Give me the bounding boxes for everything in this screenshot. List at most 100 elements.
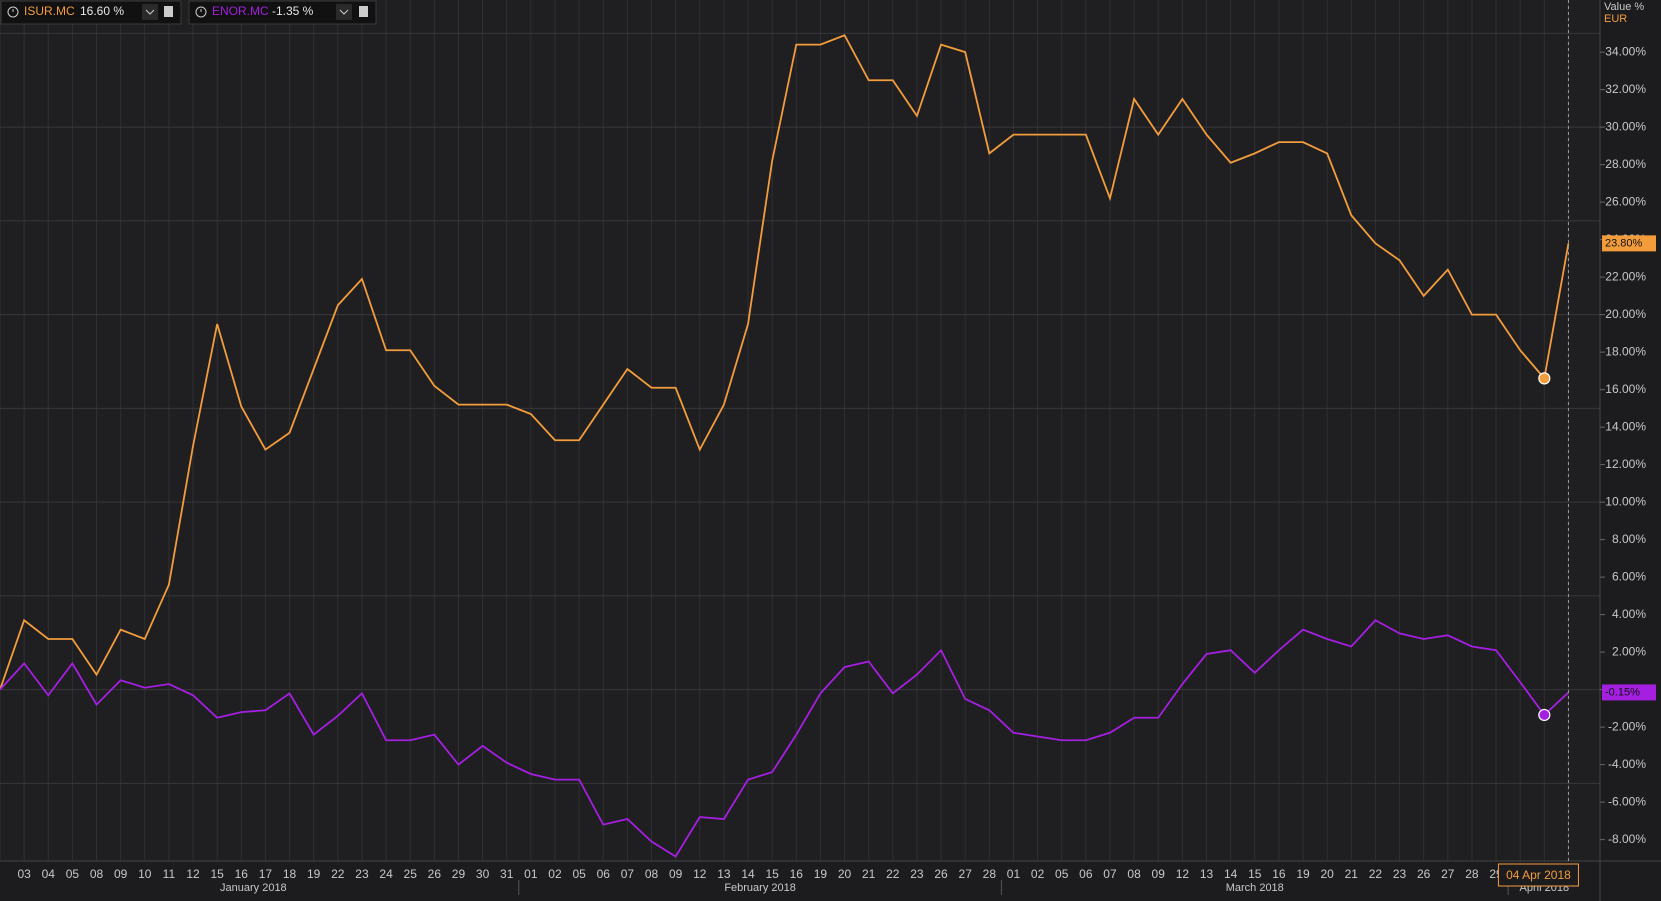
y-tick-label: 34.00% bbox=[1605, 44, 1646, 58]
delete-icon[interactable] bbox=[359, 6, 368, 17]
x-tick-label: 28 bbox=[983, 867, 997, 881]
x-tick-label: 15 bbox=[210, 867, 224, 881]
y-tick-label: 14.00% bbox=[1605, 419, 1646, 433]
y-tick-label: 10.00% bbox=[1605, 494, 1646, 508]
x-tick-label: 26 bbox=[428, 867, 442, 881]
y-tick-label: 32.00% bbox=[1605, 82, 1646, 96]
x-tick-label: 22 bbox=[1369, 867, 1383, 881]
legend-value: -1.35 % bbox=[272, 4, 314, 18]
y-tick-label: 26.00% bbox=[1605, 194, 1646, 208]
y-tick-label: 6.00% bbox=[1612, 569, 1646, 583]
x-tick-label: 23 bbox=[910, 867, 924, 881]
x-tick-label: 12 bbox=[1176, 867, 1190, 881]
crosshair-date-box bbox=[1497, 863, 1579, 887]
x-tick-label: 22 bbox=[331, 867, 345, 881]
x-tick-label: 26 bbox=[1417, 867, 1431, 881]
last-value-label: 23.80% bbox=[1605, 237, 1643, 249]
x-tick-label: 19 bbox=[814, 867, 828, 881]
dropdown[interactable] bbox=[142, 4, 158, 20]
legend-box bbox=[0, 0, 182, 25]
x-tick-label: 30 bbox=[476, 867, 490, 881]
y-tick-label: 8.00% bbox=[1612, 532, 1646, 546]
x-tick-label: 15 bbox=[1248, 867, 1262, 881]
x-tick-label: 07 bbox=[1103, 867, 1117, 881]
legend bbox=[0, 0, 377, 25]
month-label: January 2018 bbox=[220, 882, 287, 894]
x-tick-label: 26 bbox=[934, 867, 948, 881]
dropdown-icon bbox=[145, 9, 155, 15]
x-tick-label: 06 bbox=[1079, 867, 1093, 881]
legend-name: ENOR.MC bbox=[212, 4, 269, 18]
grid bbox=[0, 0, 1600, 861]
x-tick-label: 01 bbox=[1007, 867, 1021, 881]
legend-box bbox=[188, 0, 377, 25]
x-tick-label: 06 bbox=[597, 867, 611, 881]
x-tick-label: 12 bbox=[186, 867, 200, 881]
legend-value: 16.60 % bbox=[80, 4, 124, 18]
axis-title: Value % bbox=[1604, 1, 1644, 13]
y-tick-label: 30.00% bbox=[1605, 119, 1646, 133]
x-tick-label: 08 bbox=[645, 867, 659, 881]
x-tick-label: 14 bbox=[1224, 867, 1238, 881]
x-tick-label: 13 bbox=[1200, 867, 1214, 881]
x-tick-label: 20 bbox=[1320, 867, 1334, 881]
x-tick-label: 20 bbox=[838, 867, 852, 881]
last-value-tag bbox=[1602, 235, 1656, 252]
x-tick-label: 23 bbox=[355, 867, 369, 881]
x-tick-label: 23 bbox=[1393, 867, 1407, 881]
x-tick-label: 02 bbox=[1031, 867, 1045, 881]
dropdown[interactable] bbox=[336, 4, 352, 20]
delete-icon[interactable] bbox=[164, 6, 173, 17]
clock-icon bbox=[7, 6, 19, 18]
x-tick-label: 22 bbox=[886, 867, 900, 881]
crosshair-dot bbox=[1538, 708, 1551, 722]
x-tick-label: 13 bbox=[717, 867, 731, 881]
x-tick-label: 27 bbox=[1441, 867, 1455, 881]
x-tick-label: 11 bbox=[163, 867, 176, 881]
x-tick-label: 08 bbox=[90, 867, 104, 881]
plot-area bbox=[0, 0, 1600, 861]
x-tick-label: 04 bbox=[42, 867, 56, 881]
x-tick-label: 28 bbox=[1465, 867, 1479, 881]
y-tick-label: 12.00% bbox=[1605, 457, 1646, 471]
dropdown-icon bbox=[339, 9, 349, 15]
last-value-tag bbox=[1602, 684, 1656, 701]
y-tick-label: -8.00% bbox=[1608, 832, 1646, 846]
x-tick-label: 10 bbox=[138, 867, 152, 881]
x-tick-label: 24 bbox=[379, 867, 393, 881]
x-tick-label: 05 bbox=[66, 867, 80, 881]
crosshair-date: 04 Apr 2018 bbox=[1506, 868, 1571, 882]
x-tick-label: 01 bbox=[524, 867, 538, 881]
y-tick-label: 28.00% bbox=[1605, 157, 1646, 171]
y-tick-label: 16.00% bbox=[1605, 382, 1646, 396]
x-tick-label: 08 bbox=[1127, 867, 1141, 881]
y-tick-label: 2.00% bbox=[1612, 644, 1646, 658]
crosshair-dot bbox=[1538, 372, 1551, 385]
x-tick-label: 07 bbox=[621, 867, 635, 881]
x-tick-label: 17 bbox=[259, 867, 273, 881]
month-label: February 2018 bbox=[724, 882, 796, 894]
legend-name: ISUR.MC bbox=[24, 4, 75, 18]
x-tick-label: 25 bbox=[404, 867, 418, 881]
y-tick-label: 18.00% bbox=[1605, 344, 1646, 358]
x-tick-label: 12 bbox=[693, 867, 707, 881]
x-tick-label: 16 bbox=[235, 867, 249, 881]
x-tick-label: 19 bbox=[307, 867, 321, 881]
y-tick-label: -6.00% bbox=[1608, 794, 1646, 808]
y-tick-label: 22.00% bbox=[1605, 269, 1646, 283]
x-tick-label: 05 bbox=[572, 867, 586, 881]
x-tick-label: 09 bbox=[669, 867, 683, 881]
y-tick-label: -2.00% bbox=[1608, 719, 1646, 733]
month-label: March 2018 bbox=[1226, 882, 1284, 894]
y-tick-label: 4.00% bbox=[1612, 607, 1646, 621]
x-tick-label: 29 bbox=[452, 867, 466, 881]
x-tick-label: 16 bbox=[790, 867, 804, 881]
x-tick-label: 19 bbox=[1296, 867, 1310, 881]
x-tick-label: 15 bbox=[765, 867, 779, 881]
x-tick-label: 16 bbox=[1272, 867, 1286, 881]
x-tick-label: 09 bbox=[114, 867, 128, 881]
series-lines bbox=[0, 34, 1570, 858]
y-tick-label: 20.00% bbox=[1605, 307, 1646, 321]
x-tick-label: 18 bbox=[283, 867, 297, 881]
